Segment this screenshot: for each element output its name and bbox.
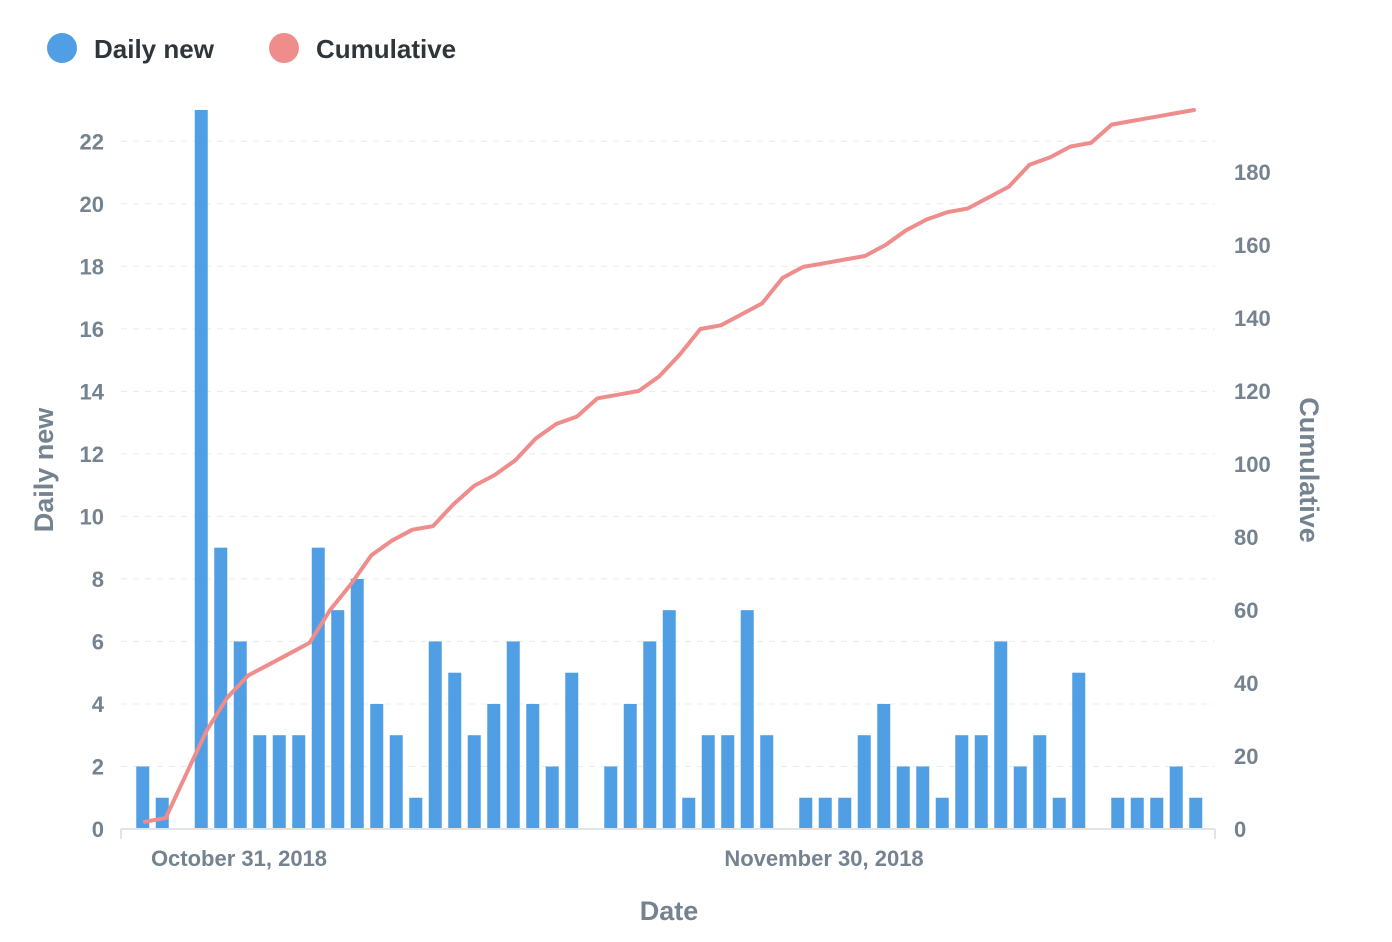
- daily-new-bar[interactable]: [818, 797, 832, 829]
- daily-new-bar[interactable]: [331, 610, 345, 829]
- legend-item-daily-new[interactable]: Daily new: [47, 33, 215, 64]
- y-right-tick-label: 160: [1234, 233, 1271, 258]
- daily-new-bar[interactable]: [974, 735, 988, 829]
- daily-new-bar[interactable]: [350, 578, 364, 829]
- daily-new-bar[interactable]: [370, 703, 384, 829]
- daily-new-bar[interactable]: [428, 641, 442, 829]
- daily-new-bar[interactable]: [565, 672, 579, 829]
- daily-new-bar[interactable]: [721, 735, 735, 829]
- x-tick-label: October 31, 2018: [151, 846, 327, 871]
- y-left-tick-label: 22: [80, 129, 104, 154]
- y-right-tick-label: 0: [1234, 817, 1246, 842]
- daily-new-bar[interactable]: [233, 641, 247, 829]
- daily-new-bar[interactable]: [935, 797, 949, 829]
- y-left-ticks: 0 2 4 6 8 10 12 14 16 18 20 22: [80, 129, 105, 842]
- y-right-tick-label: 60: [1234, 598, 1258, 623]
- y-left-tick-label: 8: [92, 567, 104, 592]
- y-right-tick-label: 20: [1234, 744, 1258, 769]
- daily-new-bar[interactable]: [526, 703, 540, 829]
- daily-new-bar[interactable]: [955, 735, 969, 829]
- y-left-tick-label: 6: [92, 629, 104, 654]
- daily-new-bar[interactable]: [604, 766, 618, 829]
- y-right-tick-label: 100: [1234, 452, 1271, 477]
- daily-new-bar[interactable]: [487, 703, 501, 829]
- x-ticks: October 31, 2018 November 30, 2018: [151, 846, 924, 871]
- y-right-tick-label: 40: [1234, 671, 1258, 696]
- daily-new-bar[interactable]: [194, 110, 208, 829]
- cumulative-line-layer: [143, 108, 1196, 824]
- daily-new-bar[interactable]: [545, 766, 559, 829]
- daily-new-bar[interactable]: [253, 735, 267, 829]
- daily-new-bar[interactable]: [994, 641, 1008, 829]
- daily-new-bar[interactable]: [1013, 766, 1027, 829]
- daily-new-bar[interactable]: [740, 610, 754, 829]
- y-left-tick-label: 14: [80, 379, 105, 404]
- y-right-tick-label: 140: [1234, 306, 1271, 331]
- daily-new-bar[interactable]: [1052, 797, 1066, 829]
- daily-new-bar[interactable]: [682, 797, 696, 829]
- y-left-tick-label: 0: [92, 817, 104, 842]
- daily-new-bar[interactable]: [877, 703, 891, 829]
- daily-new-bar[interactable]: [311, 547, 325, 829]
- daily-new-bar[interactable]: [1169, 766, 1183, 829]
- legend-item-cumulative[interactable]: Cumulative: [269, 33, 456, 64]
- daily-new-bar[interactable]: [272, 735, 286, 829]
- legend-label-cumulative: Cumulative: [316, 34, 456, 64]
- daily-new-bar[interactable]: [662, 610, 676, 829]
- daily-new-bar[interactable]: [467, 735, 481, 829]
- y-right-ticks: 0 20 40 60 80 100 120 140 160 180: [1234, 160, 1271, 842]
- legend: Daily new Cumulative: [47, 33, 456, 64]
- cumulative-line[interactable]: [143, 108, 1196, 824]
- x-axis-title: Date: [640, 896, 699, 926]
- daily-new-bar[interactable]: [1072, 672, 1086, 829]
- daily-new-bar[interactable]: [701, 735, 715, 829]
- daily-new-bar[interactable]: [760, 735, 774, 829]
- daily-new-bar[interactable]: [214, 547, 228, 829]
- daily-new-bar[interactable]: [623, 703, 637, 829]
- daily-new-bar[interactable]: [1111, 797, 1125, 829]
- daily-new-bar[interactable]: [389, 735, 403, 829]
- y-left-tick-label: 2: [92, 754, 104, 779]
- y-right-tick-label: 120: [1234, 379, 1271, 404]
- legend-swatch-cumulative: [269, 33, 299, 63]
- y-left-tick-label: 10: [80, 504, 104, 529]
- daily-new-bar[interactable]: [1033, 735, 1047, 829]
- daily-new-bar[interactable]: [1130, 797, 1144, 829]
- y-left-tick-label: 4: [92, 692, 105, 717]
- x-tick-label: November 30, 2018: [724, 846, 923, 871]
- daily-new-bar[interactable]: [506, 641, 520, 829]
- y-right-tick-label: 180: [1234, 160, 1271, 185]
- daily-new-bar[interactable]: [409, 797, 423, 829]
- daily-new-bar[interactable]: [838, 797, 852, 829]
- daily-new-bars: [136, 110, 1203, 829]
- y-right-axis-title: Cumulative: [1294, 397, 1324, 543]
- y-right-tick-label: 80: [1234, 525, 1258, 550]
- legend-label-daily-new: Daily new: [94, 34, 215, 64]
- daily-new-bar[interactable]: [1189, 797, 1203, 829]
- daily-new-bar[interactable]: [136, 766, 150, 829]
- y-left-tick-label: 20: [80, 192, 104, 217]
- daily-new-bar[interactable]: [1150, 797, 1164, 829]
- daily-new-bar[interactable]: [643, 641, 657, 829]
- daily-new-bar[interactable]: [857, 735, 871, 829]
- daily-new-bar[interactable]: [448, 672, 462, 829]
- daily-new-bar[interactable]: [292, 735, 306, 829]
- legend-swatch-daily-new: [47, 33, 77, 63]
- daily-new-bar[interactable]: [799, 797, 813, 829]
- y-left-tick-label: 16: [80, 317, 104, 342]
- daily-new-bar[interactable]: [896, 766, 910, 829]
- daily-new-bar[interactable]: [916, 766, 930, 829]
- y-left-axis-title: Daily new: [29, 407, 59, 533]
- y-left-tick-label: 12: [80, 442, 104, 467]
- y-left-tick-label: 18: [80, 254, 104, 279]
